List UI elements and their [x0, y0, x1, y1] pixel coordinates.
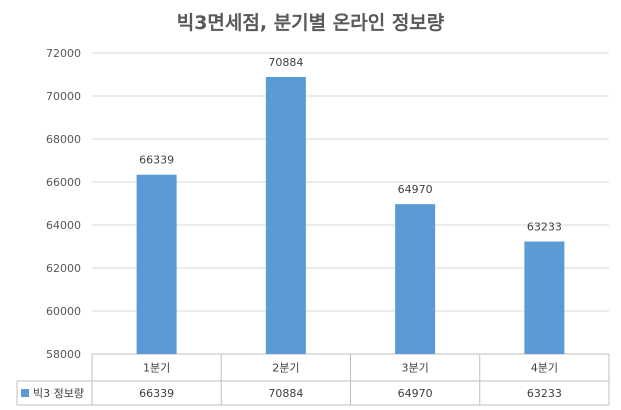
table-value-2: 70884 [268, 387, 303, 400]
data-label-2: 70884 [268, 56, 303, 69]
y-tick-label-3: 64000 [46, 219, 81, 232]
y-tick-label-1: 60000 [46, 305, 81, 318]
bar-4 [524, 241, 565, 354]
legend-series-name: 빅3 정보량 [33, 387, 84, 400]
data-label-1: 66339 [139, 154, 174, 167]
legend-swatch [21, 389, 29, 397]
table-value-3: 64970 [398, 387, 433, 400]
y-tick-label-0: 58000 [46, 348, 81, 361]
data-label-4: 63233 [527, 220, 562, 233]
bar-2 [265, 76, 306, 354]
table-value-1: 66339 [139, 387, 174, 400]
y-tick-label-7: 72000 [46, 47, 81, 60]
category-label-4: 4분기 [531, 362, 558, 375]
y-tick-label-5: 68000 [46, 133, 81, 146]
y-tick-label-2: 62000 [46, 262, 81, 275]
category-label-1: 1분기 [143, 362, 170, 375]
y-tick-label-6: 70000 [46, 90, 81, 103]
chart-title: 빅3면세점, 분기별 온라인 정보량 [176, 12, 445, 34]
table-value-4: 63233 [527, 387, 562, 400]
bar-1 [136, 174, 177, 354]
y-tick-label-4: 66000 [46, 176, 81, 189]
category-label-3: 3분기 [402, 362, 429, 375]
bar-3 [395, 204, 436, 354]
category-label-2: 2분기 [272, 362, 299, 375]
data-label-3: 64970 [398, 183, 433, 196]
